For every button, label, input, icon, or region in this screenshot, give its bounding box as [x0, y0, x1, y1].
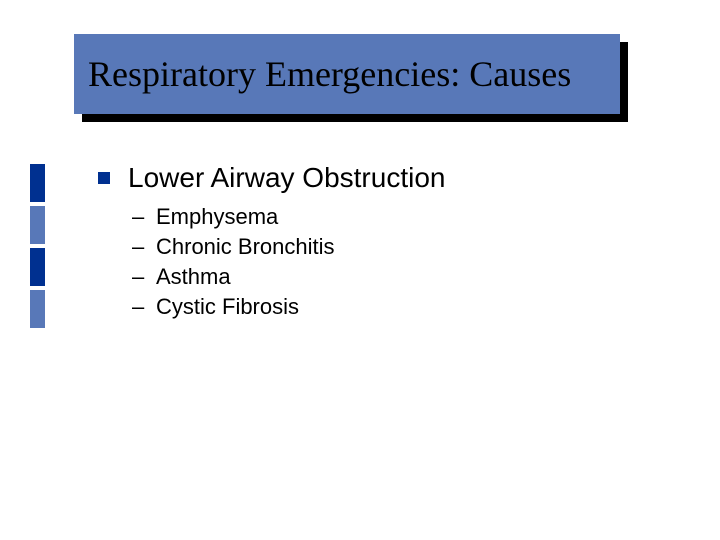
level2-text: Cystic Fibrosis	[156, 292, 299, 322]
decor-stripe-3	[30, 248, 45, 286]
level2-text: Emphysema	[156, 202, 278, 232]
body-content: Lower Airway Obstruction – Emphysema – C…	[98, 162, 445, 322]
sub-list: – Emphysema – Chronic Bronchitis – Asthm…	[132, 202, 445, 322]
slide: Respiratory Emergencies: Causes Lower Ai…	[0, 0, 720, 540]
title-bar: Respiratory Emergencies: Causes	[74, 34, 620, 114]
dash-bullet-icon: –	[132, 262, 148, 292]
list-item: – Chronic Bronchitis	[132, 232, 445, 262]
decor-stripe-2	[30, 206, 45, 244]
level2-text: Asthma	[156, 262, 231, 292]
decor-stripe-1	[30, 164, 45, 202]
dash-bullet-icon: –	[132, 232, 148, 262]
list-item: – Emphysema	[132, 202, 445, 232]
level1-text: Lower Airway Obstruction	[128, 162, 445, 194]
dash-bullet-icon: –	[132, 292, 148, 322]
square-bullet-icon	[98, 172, 110, 184]
dash-bullet-icon: –	[132, 202, 148, 232]
slide-title: Respiratory Emergencies: Causes	[88, 53, 571, 95]
decor-stripe-4	[30, 290, 45, 328]
list-item: – Cystic Fibrosis	[132, 292, 445, 322]
list-item: – Asthma	[132, 262, 445, 292]
level2-text: Chronic Bronchitis	[156, 232, 335, 262]
list-item: Lower Airway Obstruction	[98, 162, 445, 194]
